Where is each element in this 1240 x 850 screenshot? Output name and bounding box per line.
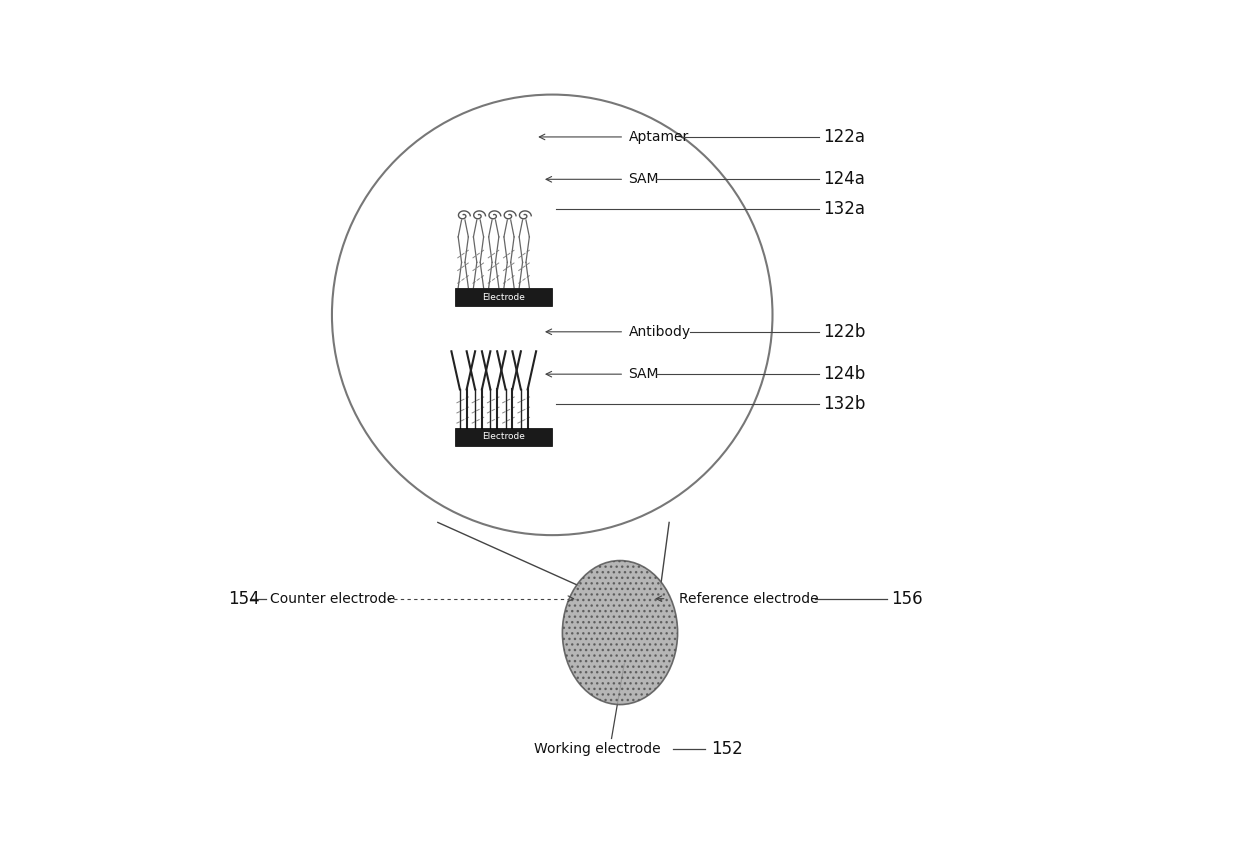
Text: 132b: 132b xyxy=(823,394,866,413)
Circle shape xyxy=(332,94,773,536)
Text: 124a: 124a xyxy=(823,170,866,189)
Text: SAM: SAM xyxy=(629,367,658,381)
Text: Counter electrode: Counter electrode xyxy=(270,592,396,606)
Text: 152: 152 xyxy=(711,740,743,757)
Text: 156: 156 xyxy=(892,590,923,608)
FancyBboxPatch shape xyxy=(455,428,552,446)
FancyBboxPatch shape xyxy=(455,288,552,306)
Text: Electrode: Electrode xyxy=(482,433,525,441)
Text: Aptamer: Aptamer xyxy=(629,130,688,144)
Text: 122a: 122a xyxy=(823,128,866,146)
Text: SAM: SAM xyxy=(629,173,658,186)
Ellipse shape xyxy=(563,560,677,705)
Text: Electrode: Electrode xyxy=(482,292,525,302)
Text: 132a: 132a xyxy=(823,200,866,218)
Text: Antibody: Antibody xyxy=(629,325,691,339)
Text: Working electrode: Working electrode xyxy=(533,742,660,756)
Text: Reference electrode: Reference electrode xyxy=(680,592,818,606)
Text: 124b: 124b xyxy=(823,366,866,383)
Text: 154: 154 xyxy=(228,590,260,608)
Text: 122b: 122b xyxy=(823,323,866,341)
